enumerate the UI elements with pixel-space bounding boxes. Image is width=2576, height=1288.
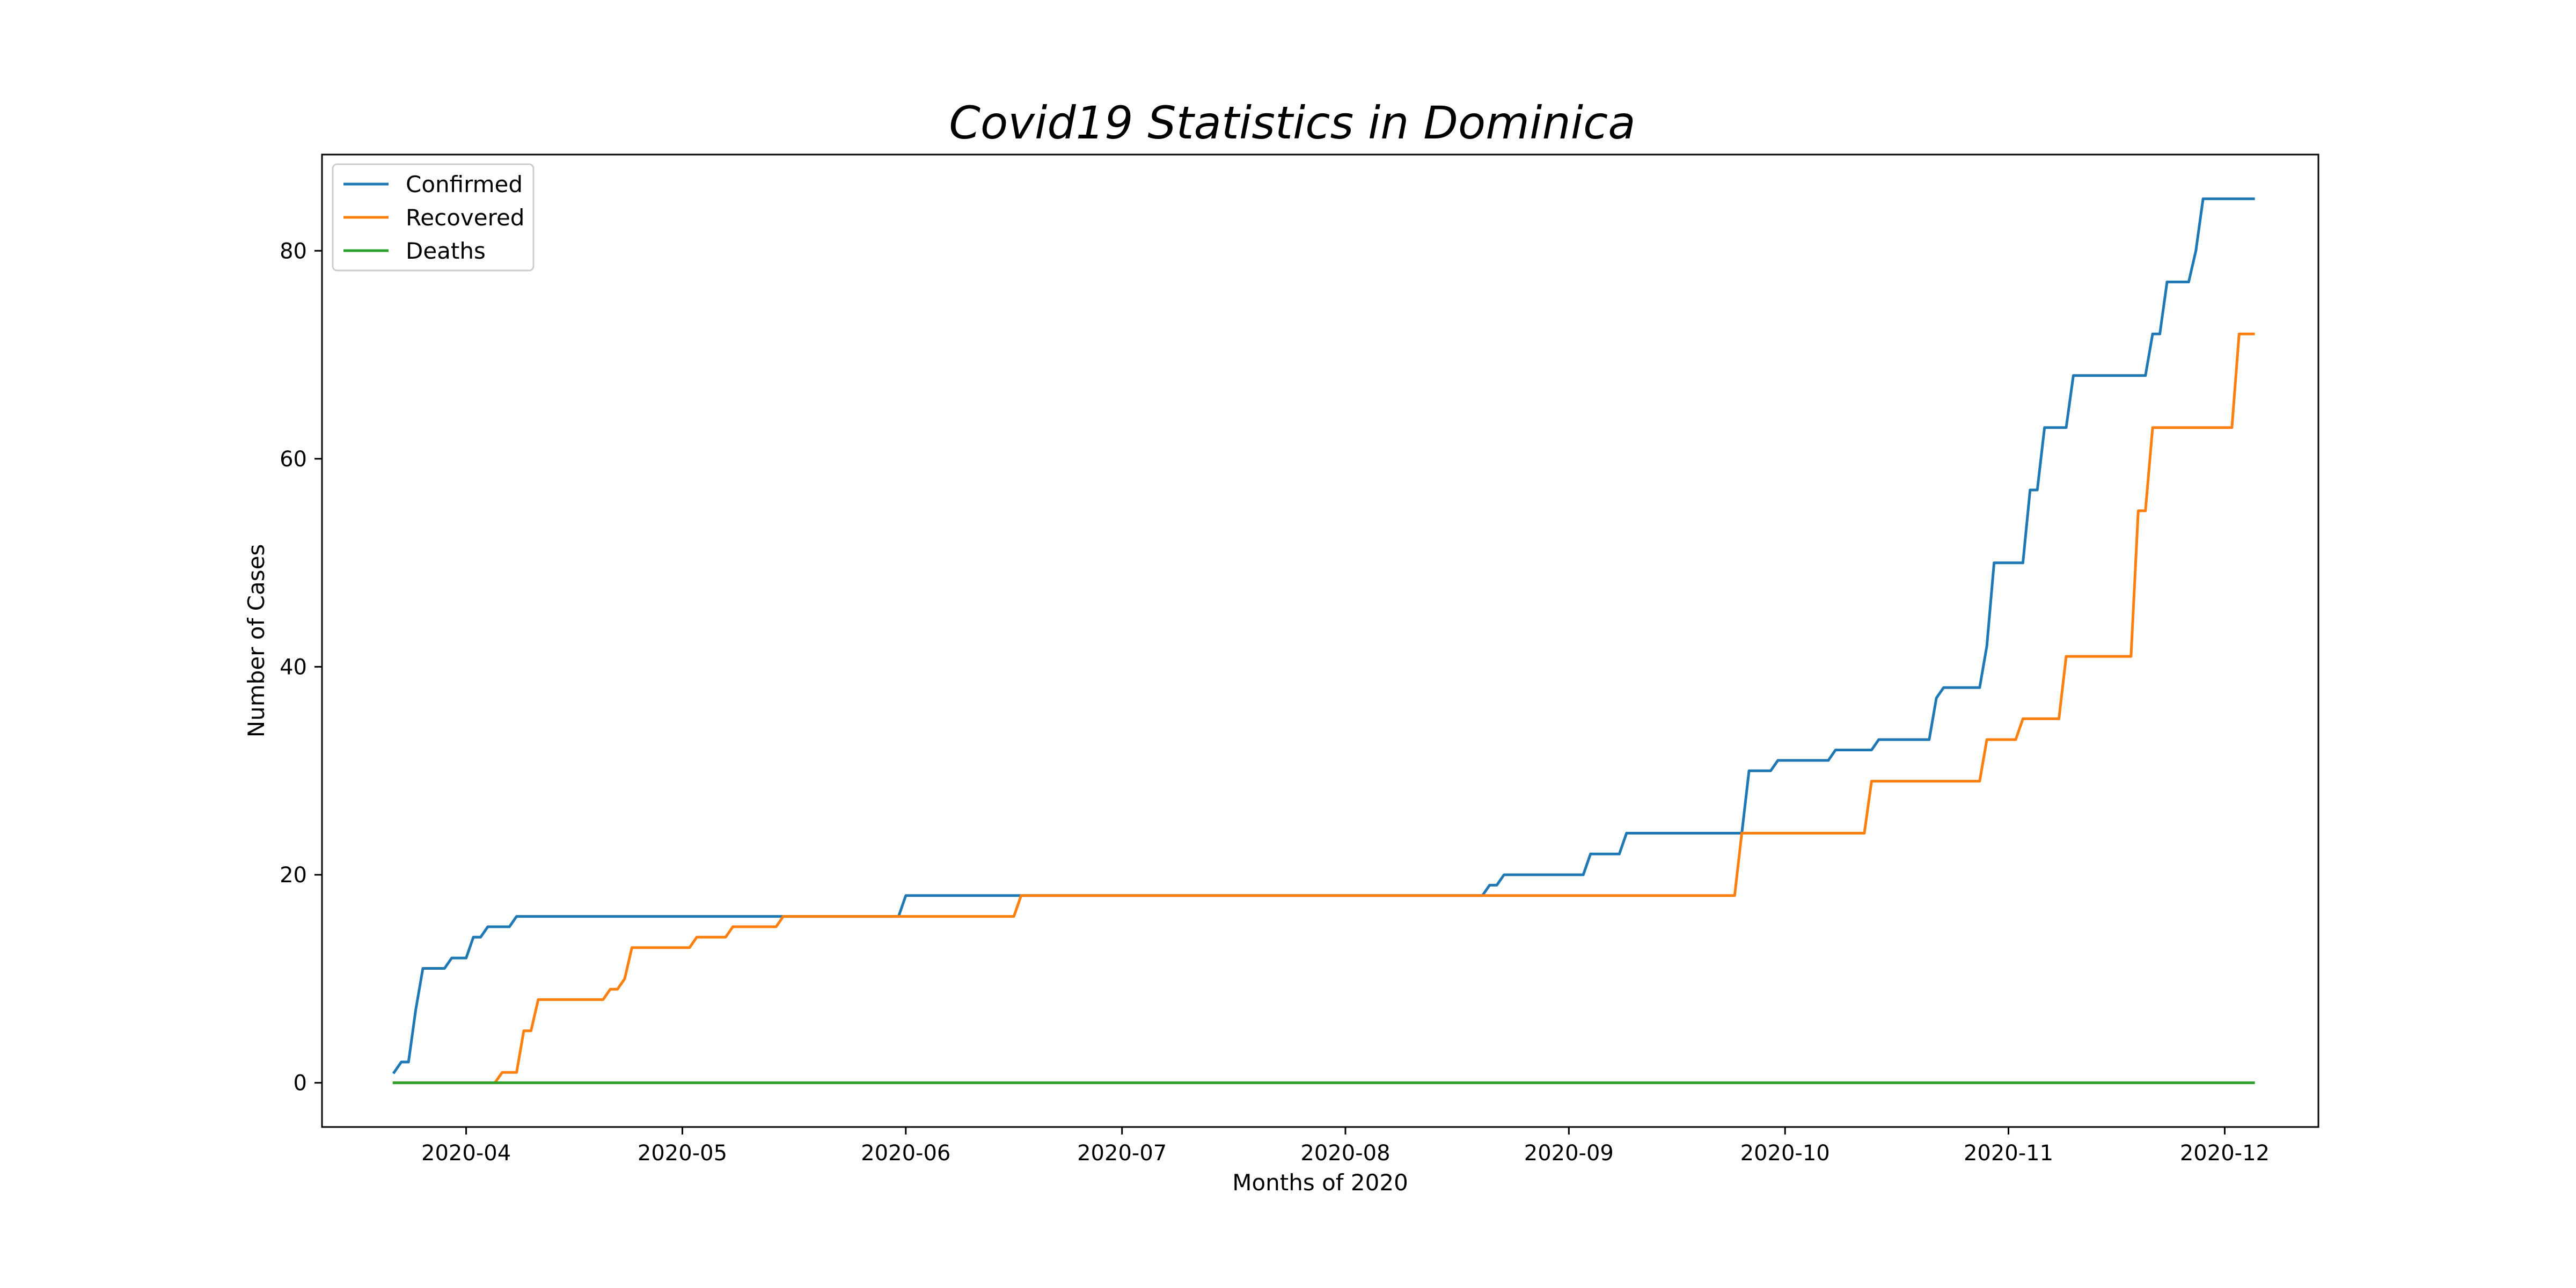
legend-label-deaths: Deaths	[406, 238, 486, 264]
y-axis-label: Number of Cases	[243, 544, 269, 738]
series-line-recovered	[392, 332, 2255, 1085]
x-axis-label: Months of 2020	[1232, 1169, 1408, 1196]
y-axis: 0 20 40 60 80	[280, 239, 322, 1096]
y-tick-label: 40	[280, 655, 307, 679]
x-tick-label: 2020-12	[2180, 1141, 2270, 1166]
x-tick-label: 2020-10	[1740, 1141, 1830, 1166]
series-line-confirmed	[392, 197, 2255, 1074]
x-tick-label: 2020-05	[638, 1141, 727, 1166]
legend-frame	[332, 163, 535, 272]
y-tick-label: 20	[280, 863, 307, 888]
chart-title: Covid19 Statistics in Dominica	[949, 97, 1635, 149]
legend-label-confirmed: Confirmed	[406, 171, 523, 197]
x-tick-label: 2020-08	[1300, 1141, 1390, 1166]
x-tick-label: 2020-09	[1524, 1141, 1614, 1166]
y-tick-label: 80	[280, 239, 307, 264]
legend-label-recovered: Recovered	[406, 204, 524, 231]
y-tick-label: 0	[294, 1071, 307, 1096]
x-tick-label: 2020-07	[1077, 1141, 1167, 1166]
series-layer	[392, 197, 2255, 1085]
x-axis: 2020-04 2020-05 2020-06 2020-07 2020-08 2020-…	[421, 1127, 2270, 1166]
plot-area-frame	[321, 153, 2319, 1128]
legend: Confirmed Recovered Deaths	[332, 163, 535, 272]
x-tick-label: 2020-11	[1964, 1141, 2053, 1166]
x-tick-label: 2020-06	[861, 1141, 950, 1166]
y-tick-label: 60	[280, 447, 307, 472]
x-tick-label: 2020-04	[421, 1141, 511, 1166]
